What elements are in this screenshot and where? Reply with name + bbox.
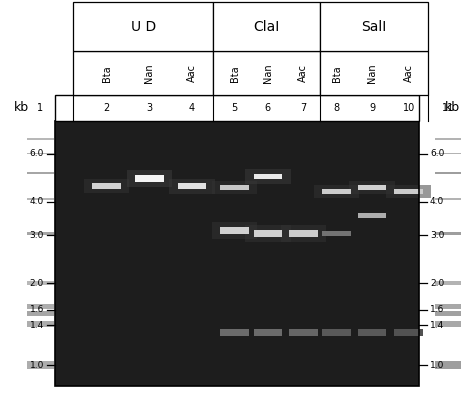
- Text: U D: U D: [131, 20, 156, 34]
- Bar: [73, 2, 213, 51]
- Text: 6.0: 6.0: [30, 149, 44, 158]
- Bar: [435, 361, 461, 369]
- Text: 1.4: 1.4: [30, 321, 44, 330]
- Text: ClaI: ClaI: [254, 20, 280, 34]
- Text: 1.6: 1.6: [430, 305, 444, 314]
- Text: 3.0: 3.0: [430, 231, 444, 240]
- Bar: [27, 321, 54, 327]
- Bar: [127, 170, 172, 187]
- Bar: [27, 232, 54, 235]
- Text: 11: 11: [442, 103, 454, 113]
- Text: 4.0: 4.0: [430, 197, 444, 206]
- Bar: [394, 189, 423, 194]
- Text: 9: 9: [369, 103, 375, 113]
- Bar: [435, 311, 461, 316]
- Bar: [386, 185, 431, 198]
- Bar: [289, 329, 318, 336]
- Text: Nan: Nan: [263, 63, 273, 83]
- Bar: [27, 198, 54, 200]
- Bar: [358, 213, 386, 218]
- Bar: [220, 329, 249, 336]
- Text: 1.4: 1.4: [430, 321, 444, 330]
- Bar: [435, 232, 461, 235]
- Text: kb: kb: [14, 101, 29, 114]
- Text: 7: 7: [300, 103, 307, 113]
- Text: 6: 6: [265, 103, 271, 113]
- Bar: [254, 230, 282, 237]
- Bar: [358, 329, 386, 336]
- Bar: [254, 329, 282, 336]
- Bar: [322, 189, 351, 194]
- Bar: [245, 225, 291, 242]
- Bar: [27, 361, 54, 369]
- Bar: [435, 172, 461, 174]
- Bar: [178, 183, 206, 189]
- Bar: [349, 181, 395, 194]
- Bar: [322, 329, 351, 336]
- Text: Nan: Nan: [367, 63, 377, 83]
- Text: 6.0: 6.0: [430, 149, 444, 158]
- Text: Aac: Aac: [298, 64, 309, 82]
- Text: 1.6: 1.6: [30, 305, 44, 314]
- Bar: [55, 121, 419, 386]
- Bar: [435, 281, 461, 286]
- Text: Bta: Bta: [101, 65, 112, 82]
- Bar: [435, 138, 461, 139]
- Text: 5: 5: [231, 103, 238, 113]
- Text: SalI: SalI: [362, 20, 387, 34]
- Bar: [213, 2, 320, 51]
- Text: Bta: Bta: [331, 65, 342, 82]
- Text: 2.0: 2.0: [430, 279, 444, 288]
- Text: 8: 8: [334, 103, 339, 113]
- Text: 1: 1: [37, 103, 43, 113]
- Bar: [84, 179, 129, 194]
- Bar: [27, 303, 54, 308]
- Bar: [314, 185, 359, 198]
- Bar: [358, 185, 386, 190]
- Text: 1.0: 1.0: [430, 361, 444, 369]
- Bar: [281, 225, 326, 242]
- Bar: [213, 51, 320, 95]
- Bar: [212, 181, 257, 194]
- Bar: [289, 230, 318, 237]
- Bar: [27, 138, 54, 139]
- Bar: [320, 2, 428, 51]
- Bar: [435, 303, 461, 308]
- Bar: [394, 329, 423, 336]
- Bar: [55, 95, 419, 121]
- Bar: [220, 185, 249, 190]
- Text: kb: kb: [445, 101, 460, 114]
- Bar: [27, 311, 54, 316]
- Text: Nan: Nan: [144, 63, 155, 83]
- Bar: [212, 222, 257, 239]
- Bar: [27, 281, 54, 286]
- Text: 3: 3: [146, 103, 152, 113]
- Text: 3.0: 3.0: [30, 231, 44, 240]
- Bar: [435, 153, 461, 154]
- Bar: [245, 169, 291, 184]
- Text: Aac: Aac: [403, 64, 414, 82]
- Bar: [220, 227, 249, 234]
- Bar: [435, 321, 461, 327]
- Bar: [73, 51, 213, 95]
- Bar: [254, 173, 282, 179]
- Bar: [322, 231, 351, 236]
- Bar: [55, 121, 419, 386]
- Text: Aac: Aac: [187, 64, 197, 82]
- Text: Bta: Bta: [229, 65, 240, 82]
- Text: 10: 10: [402, 103, 415, 113]
- Bar: [27, 153, 54, 154]
- Text: 1.0: 1.0: [30, 361, 44, 369]
- Bar: [27, 172, 54, 174]
- Text: 2: 2: [103, 103, 110, 113]
- Text: 4: 4: [189, 103, 195, 113]
- Bar: [135, 175, 164, 182]
- Bar: [320, 51, 428, 95]
- Text: 4.0: 4.0: [30, 197, 44, 206]
- Bar: [92, 183, 121, 189]
- Text: 2.0: 2.0: [30, 279, 44, 288]
- Bar: [435, 198, 461, 200]
- Bar: [169, 179, 215, 194]
